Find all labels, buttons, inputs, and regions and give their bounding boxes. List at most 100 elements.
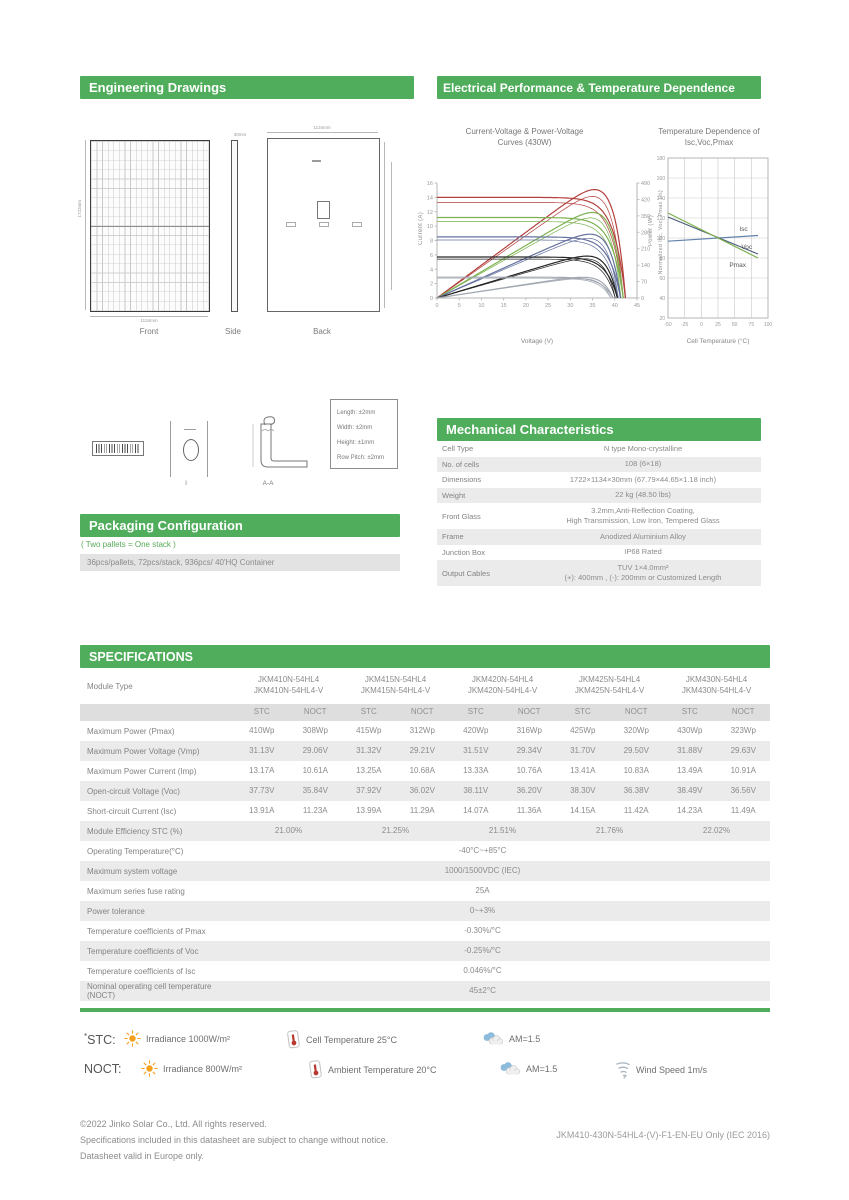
dimension-line [384,142,385,308]
mech-row-value: 108 (6×18) [624,459,662,469]
svg-text:-50: -50 [664,322,671,328]
spec-cell: 11.49A [730,805,756,815]
legend-item-text: Ambient Temperature 20°C [328,1064,437,1075]
tolerance-line: Length: ±2mm [337,410,376,416]
mech-row-label: Junction Box [442,547,485,557]
legend-item: Cell Temperature 25°C [286,1030,397,1049]
frame-edge-line [170,421,172,477]
spec-cell: 31.13V [249,745,275,755]
svg-text:25: 25 [545,303,551,309]
table-row: Temperature coefficients of Pmax -0.30%/°… [80,921,770,941]
spec-cell: 320Wp [623,725,649,735]
condition-header-cell: STC [574,707,591,717]
section-header-packaging-label: Packaging Configuration [89,518,243,533]
spec-cell: 29.06V [302,745,328,755]
svg-text:100: 100 [764,322,773,328]
connector-mark [285,221,296,227]
spec-row-label: Temperature coefficients of Isc [87,966,196,976]
section-header-specifications-label: SPECIFICATIONS [89,649,193,664]
table-row: Maximum series fuse rating 25A [80,881,770,901]
table-row: Temperature coefficients of Voc -0.25%/°C [80,941,770,961]
table-row: Operating Temperature(°C) -40°C~+85°C [80,841,770,861]
temp-chart-title: Temperature Dependence of Isc,Voc,Pmax [658,127,760,148]
svg-text:10: 10 [478,303,484,309]
table-row: Nominal operating cell temperature (NOCT… [80,981,770,1001]
table-row: Front Glass 3.2mm,Anti-Reflection Coating… [437,503,761,529]
svg-text:0: 0 [641,296,644,302]
spec-cell: 11.29A [409,805,435,815]
spec-cell: 11.36A [516,805,542,815]
condition-header-cell: STC [253,707,270,717]
packaging-note: ( Two pallets = One stack ) [81,540,176,549]
spec-cell: 11.42A [623,805,649,815]
table-row: No. of cells 108 (6×18) [437,456,761,472]
footer-copyright: ©2022 Jinko Solar Co., Ltd. All rights r… [80,1119,389,1161]
spec-cell-merged: -0.25%/°C [464,945,501,955]
table-row: Power tolerance 0~+3% [80,901,770,921]
junction-box-drawing [316,200,330,219]
spec-cell: 410Wp [249,725,275,735]
condition-header-row: STC NOCT STC NOCT STC NOCT STC NOCT STC NOCT [80,704,770,721]
condition-header-cell: STC [360,707,377,717]
mech-row-label: Front Glass [442,511,481,521]
svg-text:180: 180 [657,156,666,162]
legend-stc-label: *STC: [84,1032,116,1048]
module-type-cell: JKM430N-54HL4 JKM430N-54HL4-V [681,675,752,695]
spec-cell: 29.50V [623,745,649,755]
table-row: Junction Box IP68 Rated [437,545,761,561]
spec-cell: 430Wp [677,725,703,735]
temp-xaxis-label: Cell Temperature (°C) [686,338,750,345]
svg-text:20: 20 [523,303,529,309]
condition-header-cell: NOCT [517,707,541,717]
legend-item-text: AM=1.5 [526,1063,558,1074]
table-row: Cell Type N type Mono-crystalline [437,441,761,457]
iv-yaxis-left-label: Current (A) [418,212,424,245]
mech-row-value: IP68 Rated [624,547,662,557]
spec-cell: 13.91A [249,805,275,815]
table-row: Open-circuit Voltage (Voc) 37.73V 35.84V 37… [80,781,770,801]
connector-mark [352,221,363,227]
table-row: Short-circuit Current (Isc) 13.91A 11.23A 1… [80,801,770,821]
connector-mark [319,221,330,227]
legend-item: Wind Speed 1m/s [615,1061,707,1079]
spec-cell: 13.17A [249,765,275,775]
spec-cell: 35.84V [302,785,328,795]
spec-cell: 36.38V [623,785,649,795]
iv-chart-title: Current-Voltage & Power-Voltage Curves (… [465,127,584,148]
specifications-section: SPECIFICATIONS Module Type JKM410N-54HL4 … [80,645,770,1012]
spec-row-label: Maximum Power Voltage (Vmp) [87,746,200,756]
svg-text:60: 60 [659,276,665,282]
spec-row-label: Maximum Power (Pmax) [87,726,175,736]
legend-item: Irradiance 1000W/m² [124,1030,230,1047]
table-row: Weight 22 kg (48.50 lbs) [437,487,761,503]
dimension-line [90,316,208,317]
svg-text:5: 5 [458,303,461,309]
back-logo-mark [312,159,322,162]
wind-icon [615,1061,631,1079]
svg-text:Voc: Voc [741,244,753,251]
tolerance-box: Length: ±2mm Width: ±2mm Height: ±1mm Row P… [330,399,398,469]
drawing-front-view [90,140,210,312]
condition-header-cell: NOCT [410,707,434,717]
svg-text:80: 80 [659,256,665,262]
svg-text:75: 75 [749,322,755,328]
mech-row-label: Cell Type [442,444,474,454]
mech-row-value: 3.2mm,Anti-Reflection Coating, High Tran… [566,505,720,525]
svg-text:10: 10 [427,224,433,230]
spec-cell: 13.25A [356,765,382,775]
svg-text:-25: -25 [681,322,688,328]
spec-cell: 415Wp [356,725,382,735]
spec-rows: Module Type JKM410N-54HL4 JKM410N-54HL4-V… [80,668,770,1001]
iv-yaxis-right-label: Power (W) [648,215,654,247]
spec-cell: 10.91A [730,765,756,775]
spec-cell: 308Wp [302,725,328,735]
spec-cell: 425Wp [570,725,596,735]
mechanical-table: Cell Type N type Mono-crystalline No. of c… [437,441,761,586]
front-centerline [91,226,209,227]
legend-item-text: Irradiance 1000W/m² [146,1033,231,1044]
spec-cell: 13.99A [356,805,382,815]
frame-profile-svg [252,416,308,468]
svg-text:12: 12 [427,210,433,216]
svg-text:350: 350 [641,214,650,220]
svg-text:6: 6 [430,253,433,259]
